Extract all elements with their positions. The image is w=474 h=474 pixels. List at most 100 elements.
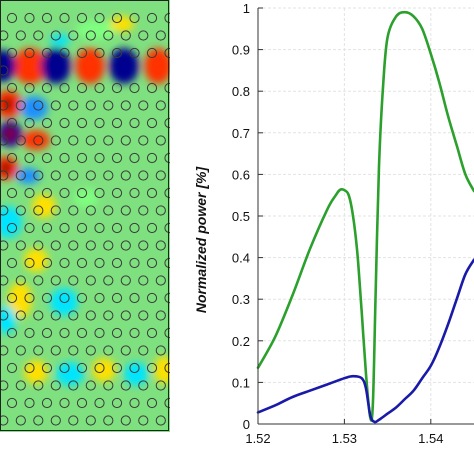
air-hole [0,170,9,181]
y-axis-label: Normalized power [%] [193,166,209,314]
air-hole [129,222,140,234]
air-hole [120,205,131,216]
air-hole [59,82,70,94]
air-hole [6,187,18,199]
air-hole [103,240,114,251]
air-hole [24,152,35,164]
field-blob [50,288,78,316]
air-hole [24,397,35,409]
series-line-2 [256,258,474,424]
air-hole [103,380,114,391]
air-hole [138,275,149,286]
air-hole [50,415,61,426]
air-hole [85,415,96,426]
field-frame [0,0,169,431]
air-hole [6,397,18,409]
air-hole [94,117,105,129]
air-hole [129,327,140,339]
air-hole [138,100,149,111]
air-hole [68,135,79,146]
air-hole [59,187,70,199]
air-hole [41,292,53,304]
air-hole [33,30,44,41]
y-tick-label: 0.8 [232,84,250,99]
air-hole [146,47,158,59]
air-hole [120,380,131,391]
air-hole [50,240,61,251]
air-hole [24,12,35,24]
air-hole [33,345,44,356]
air-hole [15,170,26,181]
air-hole [24,222,35,234]
air-hole [155,415,166,426]
air-hole [76,362,88,374]
air-hole [111,362,123,374]
air-hole [15,205,26,216]
air-hole [164,117,170,129]
y-tick-label: 0.5 [232,209,250,224]
air-hole [85,205,96,216]
air-hole [103,100,114,111]
air-hole [138,170,149,181]
air-hole [68,205,79,216]
air-hole [50,30,61,41]
air-hole [111,152,123,164]
field-blob [16,168,40,184]
field-blob-core [1,161,11,175]
air-hole [103,30,114,41]
air-hole [129,82,140,94]
y-tick-label: 0 [243,417,250,432]
air-hole [146,82,158,94]
air-hole [146,257,158,269]
air-hole [164,47,170,59]
air-hole [146,187,158,199]
air-hole [111,12,123,24]
air-hole [6,222,18,234]
air-hole [103,135,114,146]
air-hole [41,327,53,339]
air-hole [0,275,9,286]
air-hole [103,275,114,286]
air-hole [6,362,18,374]
air-hole [76,187,88,199]
air-hole [41,397,53,409]
air-hole [85,275,96,286]
y-tick-label: 0.9 [232,43,250,58]
air-hole [120,415,131,426]
air-hole [50,170,61,181]
air-hole [59,292,70,304]
air-hole [15,135,26,146]
air-hole [33,275,44,286]
air-hole [120,345,131,356]
air-hole [41,187,53,199]
air-hole [94,12,105,24]
air-hole [0,415,9,426]
air-hole [24,327,35,339]
air-hole [129,12,140,24]
air-hole [85,380,96,391]
air-hole [41,362,53,374]
air-hole [0,380,9,391]
air-hole [129,397,140,409]
air-hole [111,117,123,129]
air-hole [68,240,79,251]
air-hole [76,12,88,24]
air-hole [129,152,140,164]
field-blob [74,188,98,208]
air-hole [111,82,123,94]
air-hole [24,187,35,199]
air-hole [41,117,53,129]
air-hole [164,397,170,409]
air-hole [85,240,96,251]
air-hole [138,135,149,146]
air-hole [164,292,170,304]
air-hole [155,345,166,356]
air-hole [146,327,158,339]
x-tick-label: 1.53 [332,431,357,446]
air-hole [155,275,166,286]
field-blob [32,194,56,218]
air-hole [129,362,140,374]
air-hole [50,205,61,216]
air-hole [94,327,105,339]
air-hole [94,362,105,374]
